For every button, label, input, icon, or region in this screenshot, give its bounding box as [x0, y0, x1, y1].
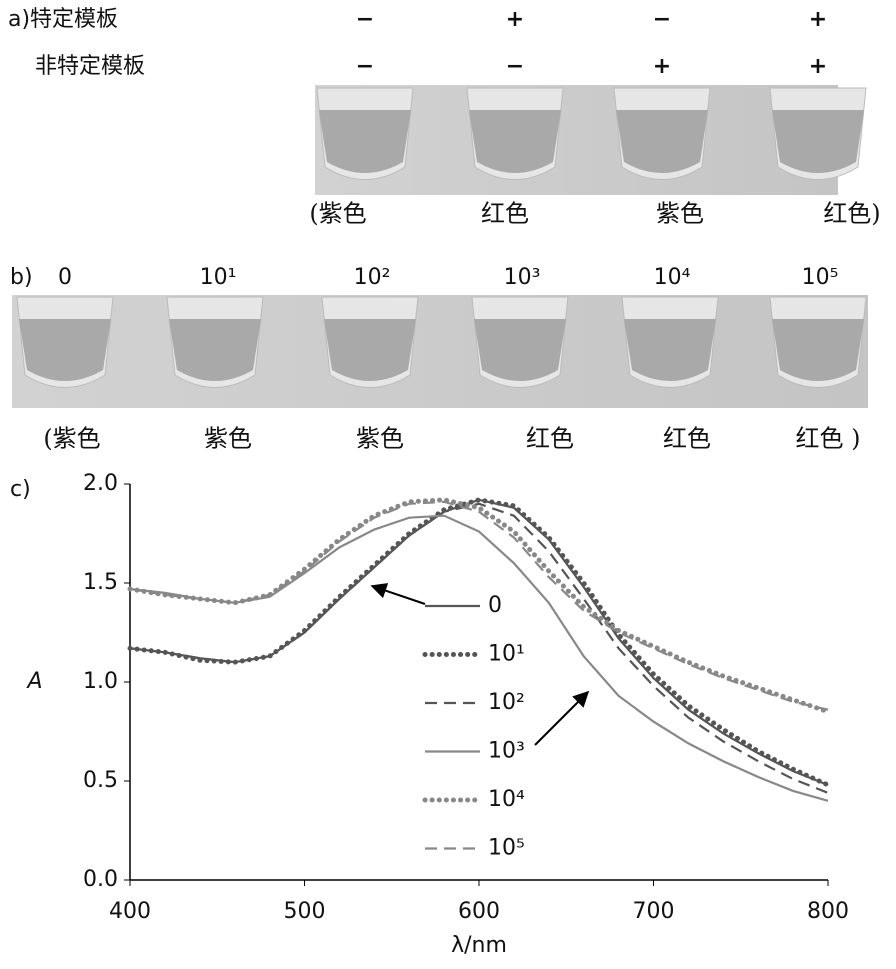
y-tick-label: 0.5 [83, 768, 118, 793]
liquid [616, 110, 708, 173]
sign: − [653, 7, 671, 32]
caption: 紫色 [356, 425, 404, 453]
caption: 红色 [481, 200, 529, 228]
x-axis-label: λ/nm [451, 933, 507, 958]
arrow [372, 586, 425, 604]
y-tick-label: 0.0 [83, 867, 118, 892]
liquid [474, 319, 566, 381]
sign: − [356, 54, 374, 79]
sign: + [506, 7, 524, 32]
legend-label: 0 [488, 593, 502, 618]
caption: 红色 ) [796, 425, 861, 453]
liquid [319, 110, 411, 173]
concentration: 10¹ [200, 265, 237, 290]
x-tick-label: 500 [284, 899, 326, 924]
y-tick-label: 2.0 [83, 471, 118, 496]
caption: 紫色 [204, 425, 252, 453]
photo-b [12, 295, 868, 408]
concentration: 10⁴ [654, 265, 691, 290]
liquid [469, 110, 561, 173]
caption: 红色 [526, 425, 574, 453]
row-label: 非特定模板 [35, 54, 145, 79]
page: a)特定模板−+−+非特定模板−−++(紫色红色紫色红色)b)010¹10²10… [0, 0, 896, 969]
y-tick-label: 1.5 [83, 570, 118, 595]
arrow [535, 692, 588, 745]
sign: − [506, 54, 524, 79]
panel-label: a) [8, 7, 30, 32]
x-tick-label: 400 [109, 899, 151, 924]
concentration: 0 [58, 265, 72, 290]
legend-label: 10² [488, 690, 525, 715]
y-tick-label: 1.0 [83, 669, 118, 694]
liquid [324, 319, 416, 381]
caption: (紫色 [309, 200, 366, 228]
panel-label: c) [10, 477, 31, 502]
x-tick-label: 800 [807, 899, 849, 924]
sign: − [356, 7, 374, 32]
legend-label: 10¹ [488, 642, 525, 667]
liquid [19, 319, 111, 381]
liquid [772, 110, 864, 173]
concentration: 10⁵ [802, 265, 839, 290]
panel-label: b) [10, 265, 33, 290]
legend-label: 10³ [488, 739, 525, 764]
series-line [130, 504, 828, 793]
series-line [130, 516, 828, 801]
liquid [624, 319, 716, 381]
x-tick-label: 700 [633, 899, 675, 924]
figure: a)特定模板−+−+非特定模板−−++(紫色红色紫色红色)b)010¹10²10… [0, 0, 896, 969]
legend-label: 10⁴ [488, 787, 525, 812]
caption: (紫色 [43, 425, 100, 453]
liquid [169, 319, 261, 381]
caption: 紫色 [656, 200, 704, 228]
sign: + [809, 54, 827, 79]
x-tick-label: 600 [458, 899, 500, 924]
y-axis-label: A [25, 669, 42, 694]
concentration: 10³ [504, 265, 541, 290]
concentration: 10² [354, 265, 391, 290]
caption: 红色) [823, 200, 880, 228]
legend-label: 10⁵ [488, 836, 525, 861]
liquid [772, 319, 864, 381]
sign: + [809, 7, 827, 32]
sign: + [653, 54, 671, 79]
row-label: 特定模板 [30, 7, 118, 32]
caption: 红色 [663, 425, 711, 453]
